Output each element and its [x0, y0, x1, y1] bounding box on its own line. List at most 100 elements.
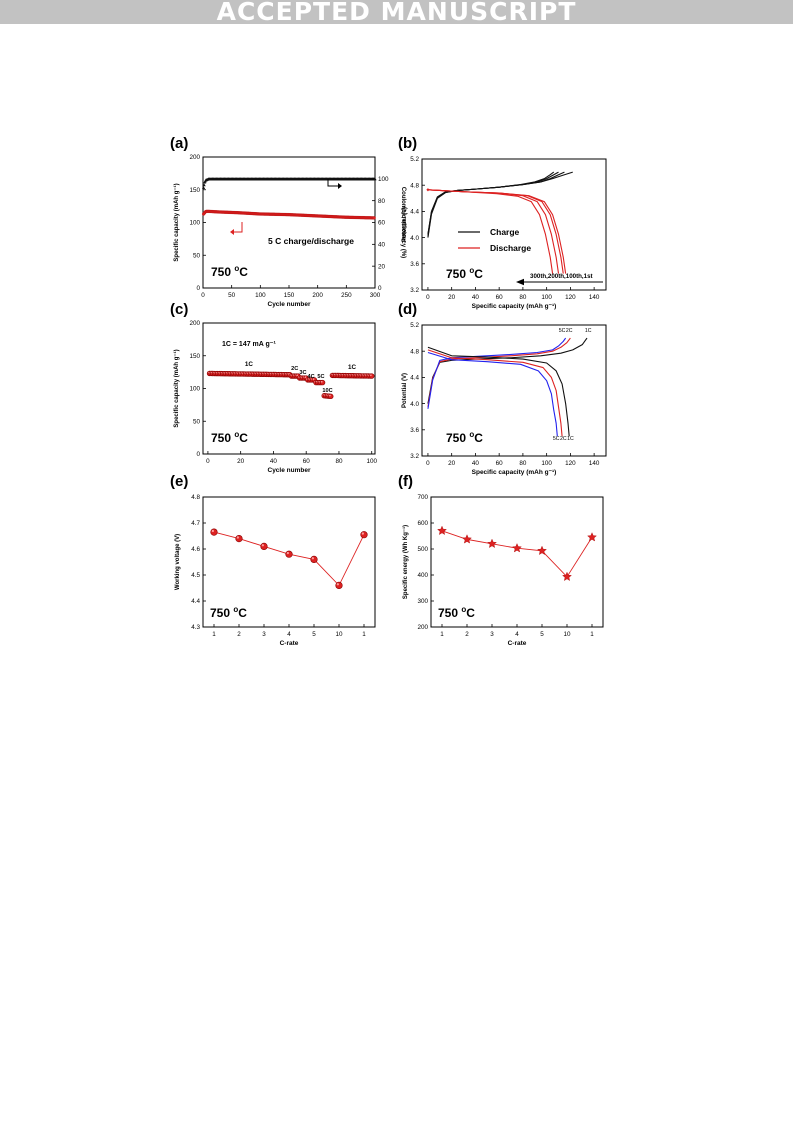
x-tick-label: 1: [590, 631, 594, 638]
voltage-curve: [427, 337, 567, 409]
rate-label: 1C: [348, 364, 357, 371]
x-tick-label: 4: [515, 631, 519, 638]
x-tick-label: 4: [287, 631, 291, 638]
voltage-curve: [427, 171, 555, 238]
y-tick-label: 4.8: [410, 182, 419, 189]
x-tick-label: 10: [335, 631, 343, 638]
efficiency-marker: [202, 183, 206, 187]
capacity-marker: [372, 216, 376, 220]
y-tick-label: 0: [196, 285, 200, 292]
right-axis-arrow-head: [338, 183, 342, 189]
y-tick-label: 5.2: [410, 322, 419, 329]
left-axis-arrow: [234, 222, 243, 233]
y-tick-label: 3.6: [410, 261, 419, 268]
x-tick-label: 60: [496, 294, 504, 301]
y-tick-label: 150: [189, 353, 200, 360]
y-tick-label: 700: [417, 494, 428, 501]
rate-label-bottom-2c: 2C: [560, 436, 567, 442]
panel-label-f: (f): [398, 473, 413, 490]
x-tick-label: 2: [237, 631, 241, 638]
data-point: [462, 534, 472, 544]
data-point: [285, 550, 293, 558]
voltage-curve: [427, 349, 563, 437]
y-tick-label: 4.0: [410, 401, 419, 408]
voltage-curve: [427, 171, 573, 235]
y-tick-label: 600: [417, 520, 428, 527]
y-tick-label: 500: [417, 546, 428, 553]
temperature-label: 750 oC: [446, 430, 483, 445]
y2-tick-label: 60: [378, 220, 386, 227]
y-tick-label: 100: [189, 386, 200, 393]
data-point-highlight: [211, 529, 214, 533]
voltage-curve: [427, 351, 558, 437]
x-tick-label: 120: [565, 460, 576, 467]
rate-label-top-5c: 5C: [559, 328, 566, 334]
x-tick-label: 0: [426, 294, 430, 301]
x-axis-label: C-rate: [280, 640, 299, 647]
legend-label-discharge: Discharge: [490, 243, 531, 253]
y-tick-label: 100: [189, 220, 200, 227]
y-axis-label: Working voltage (V): [175, 534, 181, 590]
left-axis-arrow-head: [230, 229, 234, 235]
rate-point-highlight: [320, 380, 323, 383]
x-tick-label: 2: [465, 631, 469, 638]
data-point: [360, 531, 368, 539]
y-tick-label: 200: [189, 320, 200, 327]
y2-axis-label: Coulombic efficiency (%): [400, 187, 406, 258]
x-tick-label: 20: [448, 294, 456, 301]
x-tick-label: 5: [312, 631, 316, 638]
x-tick-label: 100: [255, 292, 266, 299]
data-point: [437, 525, 447, 535]
rate-point-highlight: [329, 394, 331, 397]
x-tick-label: 140: [589, 460, 600, 467]
voltage-curve: [427, 337, 571, 407]
efficiency-marker: [373, 177, 377, 181]
y-tick-label: 3.2: [410, 453, 419, 460]
cycle-order-arrow-head: [516, 278, 524, 286]
x-tick-label: 0: [426, 460, 430, 467]
rate-label: 2C: [291, 366, 298, 372]
x-tick-label: 80: [519, 294, 527, 301]
y-tick-label: 4.7: [191, 520, 200, 527]
x-tick-label: 3: [262, 631, 266, 638]
x-tick-label: 80: [335, 458, 343, 465]
x-tick-label: 250: [341, 292, 352, 299]
y-tick-label: 200: [189, 154, 200, 161]
temperature-label: 750 oC: [446, 266, 483, 281]
x-tick-label: 120: [565, 294, 576, 301]
y-tick-label: 4.6: [191, 546, 200, 553]
x-tick-label: 5: [540, 631, 544, 638]
y-tick-label: 4.4: [410, 375, 419, 382]
y-tick-label: 4.0: [410, 235, 419, 242]
right-axis-arrow: [327, 179, 338, 187]
x-tick-label: 40: [472, 294, 480, 301]
y-tick-label: 50: [193, 418, 201, 425]
x-tick-label: 3: [490, 631, 494, 638]
data-point: [487, 538, 497, 548]
panel-label-e: (e): [170, 473, 189, 490]
y2-tick-label: 40: [378, 242, 386, 249]
banner-text: ACCEPTED MANUSCRIPT: [216, 0, 577, 26]
data-point: [235, 534, 243, 543]
y-tick-label: 5.2: [410, 156, 419, 163]
y-tick-label: 50: [193, 252, 201, 259]
data-point: [210, 528, 218, 536]
data-point: [562, 571, 572, 581]
rate-label-bottom-1c: 1C: [567, 436, 574, 442]
data-point: [335, 581, 343, 589]
x-tick-label: 1: [440, 631, 444, 638]
y-tick-label: 4.8: [191, 494, 200, 501]
data-point: [512, 543, 522, 553]
x-tick-label: 1: [362, 631, 366, 638]
x-tick-label: 50: [228, 292, 236, 299]
rate-point: [319, 379, 326, 386]
y-axis-label: Potential (V): [402, 207, 408, 242]
y-tick-label: 150: [189, 187, 200, 194]
x-tick-label: 100: [366, 458, 377, 465]
data-point: [260, 542, 268, 551]
panel-label-d: (d): [398, 301, 418, 318]
data-point-highlight: [261, 544, 264, 547]
y-tick-label: 4.5: [191, 572, 200, 579]
data-point-highlight: [236, 536, 239, 539]
data-point-highlight: [361, 532, 364, 535]
